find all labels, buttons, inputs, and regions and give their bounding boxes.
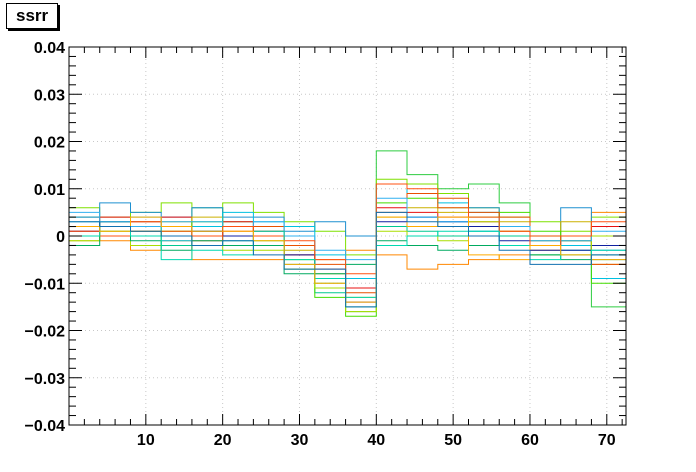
- x-tick-label: 70: [598, 432, 616, 449]
- y-tick-label: 0: [56, 229, 65, 246]
- series-line-16: [69, 226, 626, 298]
- x-tick-label: 30: [291, 432, 309, 449]
- y-tick-label: 0.04: [34, 40, 65, 57]
- x-tick-label: 20: [214, 432, 232, 449]
- series-line-12: [69, 221, 626, 313]
- series-line-9: [69, 197, 626, 317]
- x-tick-label: 10: [137, 432, 155, 449]
- x-tick-label: 50: [444, 432, 462, 449]
- series-line-15: [69, 183, 626, 275]
- chart-title: ssrr: [6, 3, 59, 29]
- series-line-5: [69, 207, 626, 289]
- y-tick-label: 0.01: [34, 182, 65, 199]
- y-tick-label: −0.03: [25, 371, 66, 388]
- series-line-6: [69, 226, 626, 308]
- y-tick-label: 0.03: [34, 87, 65, 104]
- x-tick-label: 60: [521, 432, 539, 449]
- series-line-10: [69, 193, 626, 294]
- axes: 10 20 30 40 50 60 70 −0.04 −0.03 −0.02 −0.01 0 0.01 0…: [25, 40, 626, 449]
- y-tick-label: −0.04: [25, 418, 66, 435]
- series-group: [69, 150, 626, 317]
- y-tick-label: 0.02: [34, 135, 65, 152]
- y-tick-label: −0.01: [25, 276, 66, 293]
- x-tick-label: 40: [367, 432, 385, 449]
- series-line-7: [69, 207, 626, 298]
- series-line-18: [69, 211, 626, 308]
- y-tick-label: −0.02: [25, 324, 66, 341]
